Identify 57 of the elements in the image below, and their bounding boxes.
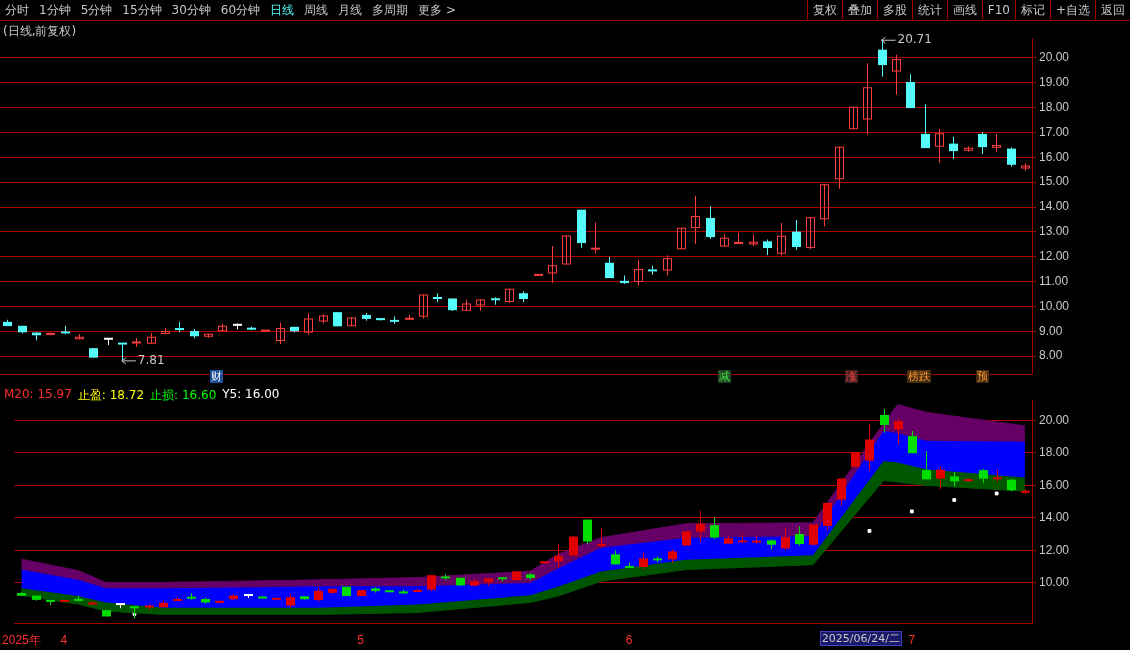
text: 统计 xyxy=(911,0,947,20)
text: 2025/06/24/二 xyxy=(819,631,902,646)
y-tick-label: 12.00 xyxy=(1039,249,1070,264)
text: 多周期 xyxy=(371,2,410,19)
annotation: 减 xyxy=(717,370,731,383)
y-tick-label: 16.00 xyxy=(1039,149,1070,164)
text: 日线 xyxy=(269,2,296,19)
annotation: Y5: 16.00 xyxy=(222,387,280,403)
y-tick-label: 16.00 xyxy=(1039,477,1070,492)
x-tick-label: 4 xyxy=(60,633,68,648)
text: F10 xyxy=(981,0,1015,20)
y-tick-label: 12.00 xyxy=(1039,542,1070,557)
annotation: 榜跌 xyxy=(907,370,932,383)
annotation: 财 xyxy=(210,370,224,383)
annotation: 涨 xyxy=(845,370,859,383)
y-tick-label: 20.00 xyxy=(1039,50,1070,65)
y-tick-label: 14.00 xyxy=(1039,510,1070,525)
text: 15分钟 xyxy=(121,2,163,19)
y-tick-label: 14.00 xyxy=(1039,199,1070,214)
annotation: 7.81 xyxy=(137,353,165,368)
y-tick-label: 20.00 xyxy=(1039,412,1070,427)
y-tick-label: 18.00 xyxy=(1039,99,1070,114)
annotation: M20: 15.97 xyxy=(4,387,72,403)
y-tick-label: 13.00 xyxy=(1039,224,1070,239)
text: 多股 xyxy=(876,0,912,20)
text: 复权 xyxy=(806,0,842,20)
text: +自选 xyxy=(1049,0,1095,20)
text: 分时 xyxy=(4,2,30,19)
chart-title: (日线,前复权) xyxy=(3,23,77,40)
text: 5分钟 xyxy=(79,2,114,19)
y-tick-label: 18.00 xyxy=(1039,445,1070,460)
x-tick-label: 2025年 xyxy=(2,633,41,648)
x-tick-label: 5 xyxy=(357,633,365,648)
y-tick-label: 9.00 xyxy=(1039,323,1063,338)
text: 1分钟 xyxy=(38,2,72,19)
x-tick-label: 6 xyxy=(625,633,633,648)
y-tick-label: 10.00 xyxy=(1039,298,1070,313)
text: 月线 xyxy=(337,2,364,19)
x-tick-label: 7 xyxy=(908,633,916,648)
annotation: 20.71 xyxy=(897,32,932,47)
annotation: 预 xyxy=(975,370,989,383)
y-tick-label: 17.00 xyxy=(1039,124,1070,139)
text: 周线 xyxy=(303,2,330,19)
text: 返回 xyxy=(1095,0,1130,20)
annotation: 止损: 16.60 xyxy=(150,387,217,404)
y-tick-label: 8.00 xyxy=(1039,348,1063,363)
y-tick-label: 19.00 xyxy=(1039,75,1070,90)
y-tick-label: 11.00 xyxy=(1039,273,1069,288)
text: 叠加 xyxy=(841,0,877,20)
text: 60分钟 xyxy=(219,2,262,19)
text: 画线 xyxy=(946,0,982,20)
y-tick-label: 10.00 xyxy=(1039,575,1070,590)
annotation: 止盈: 18.72 xyxy=(77,387,145,404)
y-tick-label: 15.00 xyxy=(1039,174,1070,189)
text: 标记 xyxy=(1014,0,1050,20)
text: 更多 > xyxy=(417,2,457,19)
text: 30分钟 xyxy=(170,2,212,19)
